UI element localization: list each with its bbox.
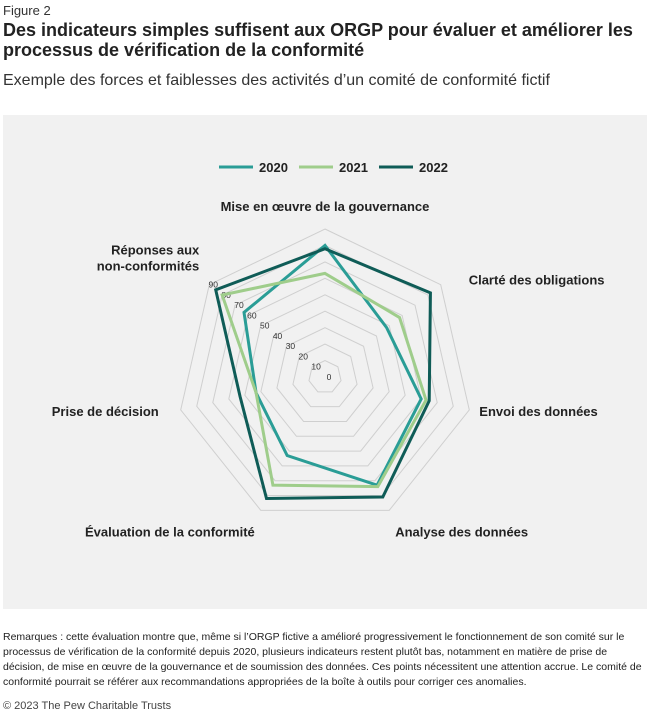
axis-label-2: Envoi des données: [479, 404, 597, 419]
axis-label-5: Prise de décision: [52, 404, 159, 419]
axis-label-0: Mise en œuvre de la gouvernance: [221, 199, 430, 214]
axis-label-line: Mise en œuvre de la gouvernance: [221, 199, 430, 214]
chart-title: Des indicateurs simples suffisent aux OR…: [3, 20, 633, 60]
axis-label-line: Clarté des obligations: [469, 273, 605, 288]
tick-label-50: 50: [260, 321, 270, 331]
series-line-2022: [213, 247, 432, 501]
axis-label-line: Analyse des données: [395, 524, 528, 539]
tick-label-0: 0: [327, 372, 332, 382]
series-line-2021: [220, 271, 428, 489]
tick-label-30: 30: [286, 341, 296, 351]
legend-label-2020: 2020: [259, 160, 288, 175]
figure-label: Figure 2: [3, 3, 51, 18]
axis-labels: Mise en œuvre de la gouvernance Clarté de…: [52, 199, 605, 539]
grid-ring-60: [228, 277, 422, 467]
notes: Remarques : cette évaluation montre que,…: [3, 631, 642, 688]
axis-label-3: Analyse des données: [395, 524, 528, 539]
copyright: © 2023 The Pew Charitable Trusts: [3, 700, 172, 712]
series-group: [213, 243, 432, 501]
tick-label-60: 60: [247, 310, 257, 320]
tick-label-20: 20: [299, 351, 309, 361]
legend: 2020 2021 2022: [219, 160, 448, 175]
legend-label-2022: 2022: [419, 160, 448, 175]
legend-label-2021: 2021: [339, 160, 368, 175]
grid-ring-20: [292, 343, 358, 408]
axis-label-line: Prise de décision: [52, 404, 159, 419]
axis-label-line: non-conformités: [97, 259, 200, 274]
axis-label-6: Réponses aux non-conformités: [97, 243, 200, 274]
axis-label-line: Évaluation de la conformité: [85, 524, 255, 539]
grid-ring-90: [180, 228, 470, 511]
grid-ring-80: [196, 244, 454, 497]
tick-label-10: 10: [311, 362, 321, 372]
tick-label-70: 70: [234, 300, 244, 310]
axis-label-line: Réponses aux: [111, 243, 200, 258]
chart-subtitle: Exemple des forces et faiblesses des act…: [3, 72, 550, 89]
axis-label-1: Clarté des obligations: [469, 273, 605, 288]
grid-ring-10: [308, 360, 342, 393]
grid-ring-30: [276, 327, 374, 422]
series-line-2020: [242, 243, 423, 487]
axis-label-4: Évaluation de la conformité: [85, 524, 255, 539]
grid-ring-40: [260, 310, 390, 437]
tick-label-90: 90: [209, 280, 219, 290]
chart-panel: 2020 2021 2022 0 10 20 30 40 50 60 70 80 90 Mise en…: [3, 115, 647, 609]
axis-label-line: Envoi des données: [479, 404, 597, 419]
tick-label-40: 40: [273, 331, 283, 341]
